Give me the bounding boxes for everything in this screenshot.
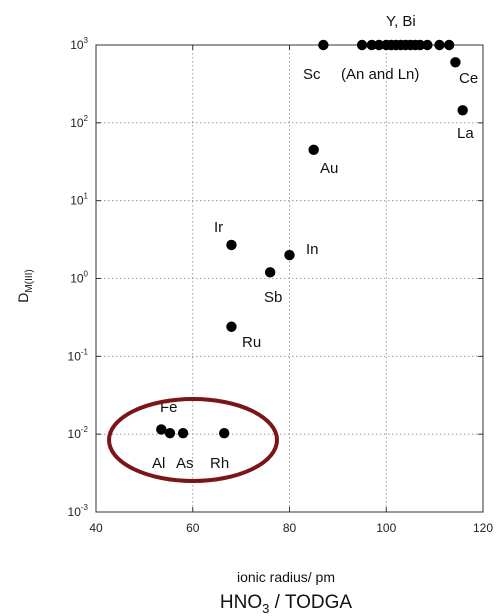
caption-part-2: / TODGA	[269, 592, 352, 613]
highlight-ellipse	[107, 397, 279, 483]
x-axis-label: ionic radius/ pm	[237, 569, 335, 585]
data-points	[156, 39, 468, 439]
point-label: Sb	[264, 289, 282, 306]
x-tick-label: 120	[473, 521, 493, 535]
y-tick-exponent: -1	[81, 347, 89, 356]
y-tick-base: 10	[70, 116, 84, 130]
caption-part-1: HNO	[220, 592, 262, 613]
y-axis-label-sub: M(III)	[24, 269, 35, 292]
data-point	[218, 427, 230, 439]
data-point	[450, 57, 461, 68]
data-point	[226, 239, 237, 251]
y-tick-base: 10	[68, 505, 82, 519]
caption-subscript: 3	[262, 601, 269, 616]
data-point	[373, 39, 385, 51]
y-tick-label: 100	[70, 270, 88, 286]
data-point	[356, 39, 368, 51]
y-tick-base: 10	[68, 349, 82, 363]
point-label: La	[457, 125, 474, 142]
y-tick-exponent: 0	[84, 270, 89, 279]
point-label: Y, Bi	[386, 13, 416, 30]
y-tick-label: 10-1	[68, 347, 89, 363]
point-label: (An and Ln)	[341, 66, 419, 83]
data-point	[177, 427, 189, 439]
y-tick-label: 10-2	[68, 425, 89, 441]
x-tick-label: 40	[89, 521, 103, 535]
data-point	[264, 267, 276, 278]
y-axis-label: DM(III)	[15, 269, 35, 302]
point-label: In	[306, 241, 319, 258]
point-label: Ru	[242, 334, 261, 351]
x-tick-label: 80	[283, 521, 297, 535]
data-point	[284, 249, 295, 261]
grid-lines	[96, 45, 483, 512]
data-point	[164, 427, 176, 439]
y-tick-exponent: 1	[84, 192, 89, 201]
data-point	[457, 105, 468, 116]
data-point	[422, 39, 433, 51]
y-tick-label: 103	[70, 36, 88, 52]
data-point	[443, 39, 455, 51]
point-label: Au	[320, 160, 338, 177]
data-point	[366, 39, 377, 51]
x-tick-label: 100	[376, 521, 396, 535]
point-label: Al	[152, 455, 165, 472]
y-axis-label-main: D	[15, 293, 31, 303]
y-tick-label: 102	[70, 114, 88, 130]
y-tick-label: 101	[70, 192, 88, 208]
y-tick-exponent: -2	[81, 425, 89, 434]
data-point	[318, 39, 329, 51]
y-tick-base: 10	[70, 272, 84, 286]
y-tick-exponent: -3	[81, 503, 89, 512]
y-tick-base: 10	[70, 194, 84, 208]
data-point	[308, 144, 319, 156]
data-point	[414, 39, 426, 51]
data-point	[434, 39, 445, 51]
point-label: Ir	[214, 219, 223, 236]
y-tick-base: 10	[68, 427, 82, 441]
data-point	[156, 424, 167, 435]
point-label: Ce	[459, 70, 478, 87]
x-tick-label: 60	[186, 521, 200, 535]
caption: HNO3 / TODGA	[220, 592, 353, 616]
y-tick-base: 10	[70, 38, 84, 52]
y-tick-exponent: 2	[84, 114, 89, 123]
point-label: Rh	[210, 455, 229, 472]
y-tick-exponent: 3	[84, 36, 89, 45]
point-label: Sc	[303, 66, 321, 83]
data-point	[226, 321, 237, 332]
point-label: As	[176, 455, 194, 472]
y-tick-label: 10-3	[68, 503, 89, 519]
